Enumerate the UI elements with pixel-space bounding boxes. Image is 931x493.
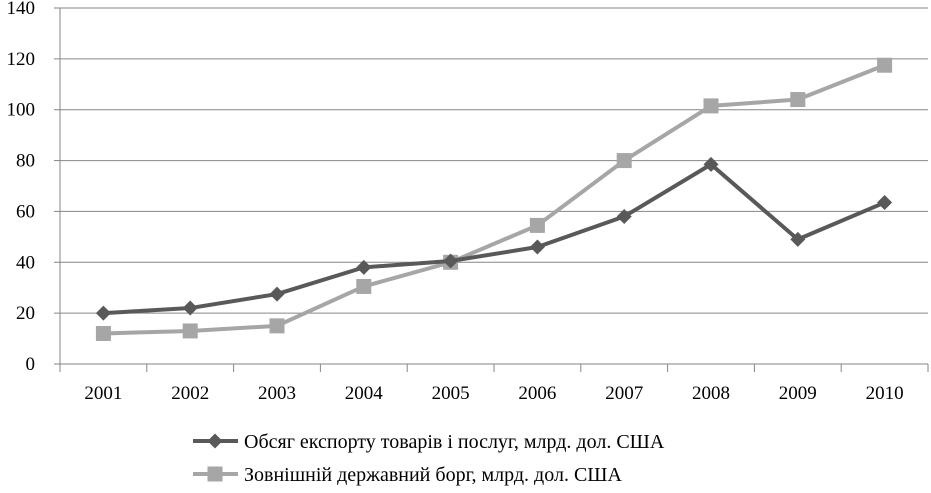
gridlines — [60, 7, 928, 314]
legend-square-icon — [207, 466, 223, 482]
data-point-marker — [356, 278, 372, 294]
x-tick-label: 2003 — [258, 383, 296, 404]
legend-label: Зовнішній державний борг, млрд. дол. США — [244, 464, 622, 486]
data-point-marker — [95, 325, 111, 341]
axes — [54, 7, 929, 372]
data-point-marker — [877, 57, 893, 73]
legend-label: Обсяг експорту товарів і послуг, млрд. д… — [244, 431, 665, 453]
y-tick-label: 80 — [16, 151, 35, 172]
y-tick-label: 0 — [26, 354, 36, 375]
data-point-marker — [443, 253, 459, 269]
legend-item-export: Обсяг експорту товарів і послуг, млрд. д… — [193, 431, 665, 453]
x-tick-label: 2001 — [84, 383, 122, 404]
x-tick-label: 2004 — [345, 383, 384, 404]
data-series — [95, 57, 893, 341]
data-point-marker — [616, 153, 632, 169]
x-tick-label: 2009 — [779, 383, 817, 404]
y-tick-label: 40 — [16, 252, 35, 273]
data-point-marker — [95, 305, 111, 321]
data-point-marker — [269, 318, 285, 334]
y-tick-label: 20 — [16, 303, 35, 324]
x-tick-label: 2007 — [605, 383, 643, 404]
x-tick-label: 2002 — [171, 383, 209, 404]
data-point-marker — [529, 239, 545, 255]
data-point-marker — [790, 231, 806, 247]
series-export — [95, 156, 893, 321]
data-point-marker — [182, 323, 198, 339]
data-point-marker — [703, 156, 719, 172]
series-line — [103, 63, 886, 336]
y-axis-tick-labels: 0 20 40 60 80 100 120 140 — [7, 0, 36, 375]
legend: Обсяг експорту товарів і послуг, млрд. д… — [193, 431, 665, 486]
data-point-marker — [529, 217, 545, 233]
x-tick-label: 2005 — [432, 383, 470, 404]
data-point-marker — [703, 98, 719, 114]
data-point-marker — [877, 195, 893, 211]
data-point-marker — [269, 286, 285, 302]
x-tick-label: 2008 — [692, 383, 730, 404]
data-point-marker — [182, 300, 198, 316]
y-tick-label: 100 — [7, 100, 36, 121]
x-axis-tick-labels: 2001 2002 2003 2004 2005 2006 2007 2008 2009 2010 — [84, 383, 903, 404]
y-tick-label: 60 — [16, 201, 35, 222]
series-debt — [95, 57, 893, 341]
data-point-marker — [790, 92, 806, 108]
legend-diamond-icon — [207, 433, 223, 449]
data-point-marker — [356, 259, 372, 275]
series-line — [103, 162, 886, 316]
x-tick-label: 2010 — [866, 383, 904, 404]
legend-item-debt: Зовнішній державний борг, млрд. дол. США — [193, 464, 622, 486]
x-tick-label: 2006 — [518, 383, 556, 404]
y-tick-label: 140 — [7, 0, 36, 19]
y-tick-label: 120 — [7, 49, 36, 70]
data-point-marker — [616, 209, 632, 225]
